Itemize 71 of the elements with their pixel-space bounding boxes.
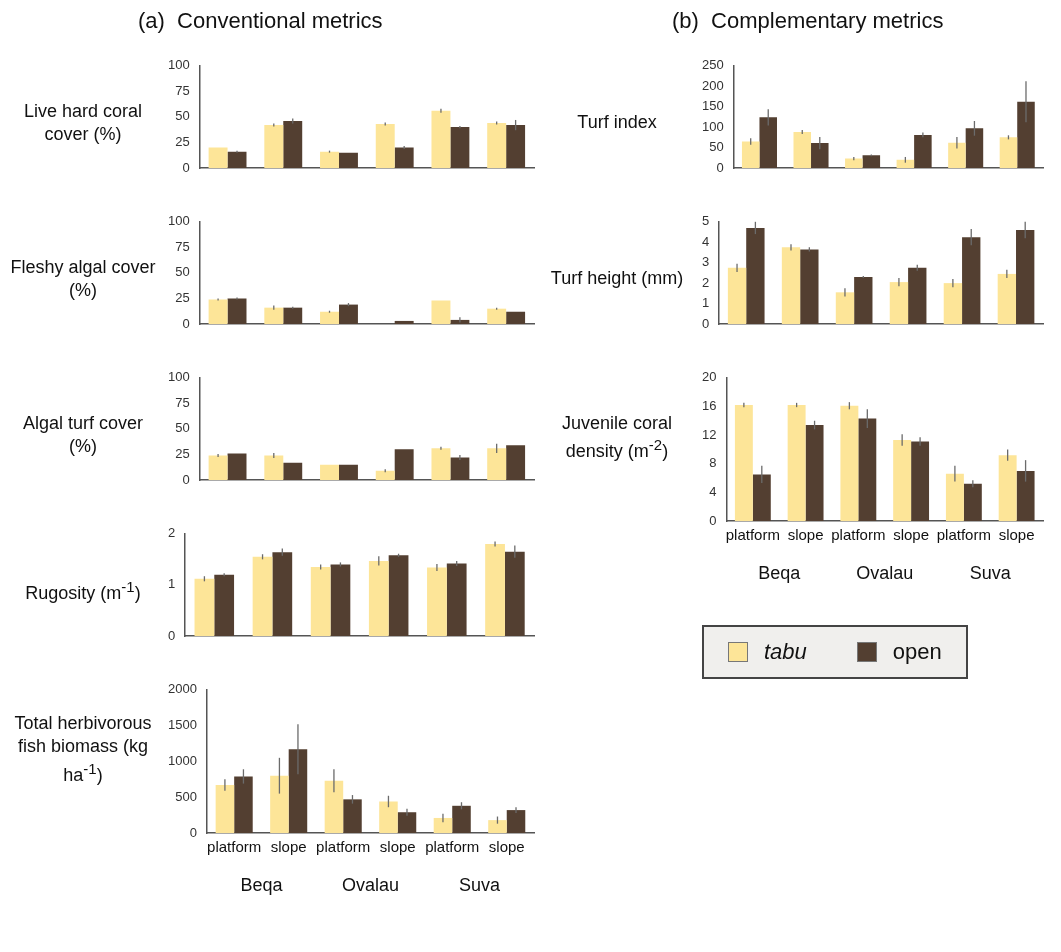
y-tick-label: 75 xyxy=(175,82,190,98)
x-tick-label: slope xyxy=(379,838,416,856)
y-tick-label: 250 xyxy=(701,57,724,73)
y-tick-label: 16 xyxy=(701,398,717,414)
x-tick-label: slope xyxy=(488,838,525,856)
y-tick-label: 100 xyxy=(167,213,190,229)
y-axis-title: Turf height (mm) xyxy=(550,267,684,291)
y-tick-label: 0 xyxy=(182,315,190,331)
x-tick-label: slope xyxy=(787,526,824,544)
y-axis-title: Rugosity (m$^{-1}$) xyxy=(25,576,141,605)
y-tick-label: 100 xyxy=(701,118,724,134)
y-tick-label: 5 xyxy=(702,213,710,229)
y-tick-label: 100 xyxy=(167,57,190,73)
y-tick-label: 0 xyxy=(189,824,197,840)
y-tick-label: 1 xyxy=(168,576,176,592)
y-tick-label: 4 xyxy=(709,483,717,499)
y-axis-title: Fleshy algal cover (%) xyxy=(9,255,157,302)
x-tick-label: platform xyxy=(207,838,262,856)
y-tick-label: 3 xyxy=(702,254,710,270)
y-axis-title: Juvenile coral density (m$^{-2}$) xyxy=(560,411,674,463)
text: Ovalau xyxy=(856,562,914,583)
y-tick-label: 75 xyxy=(175,238,190,254)
y-axis-title: Live hard coral cover (%) xyxy=(22,99,144,146)
y-tick-label: 2000 xyxy=(168,681,197,697)
y-tick-label: 0 xyxy=(168,627,176,643)
y-tick-label: 25 xyxy=(175,134,190,150)
y-tick-label: 0 xyxy=(182,159,190,175)
text: Beqa xyxy=(240,874,284,895)
legend-label: tabu xyxy=(764,639,807,665)
y-tick-label: 25 xyxy=(175,446,190,462)
x-tick-label: slope xyxy=(998,526,1035,544)
y-tick-label: 50 xyxy=(709,139,724,155)
text: Ovalau xyxy=(341,874,399,895)
y-tick-label: 4 xyxy=(702,233,710,249)
x-tick-label: slope xyxy=(893,526,930,544)
y-tick-label: 1 xyxy=(702,295,710,311)
y-tick-label: 150 xyxy=(701,98,724,114)
text: Suva xyxy=(458,874,501,895)
y-tick-label: 0 xyxy=(182,471,190,487)
text: Beqa xyxy=(758,562,802,583)
y-tick-label: 12 xyxy=(701,426,717,442)
y-axis-title: Turf index xyxy=(577,111,657,135)
y-tick-label: 50 xyxy=(175,420,190,436)
y-tick-label: 1000 xyxy=(168,752,197,768)
y-tick-label: 75 xyxy=(175,394,190,410)
x-tick-label: platform xyxy=(831,526,886,544)
chart-title: (b) Complementary metrics xyxy=(671,8,945,35)
x-tick-label: platform xyxy=(936,526,991,544)
y-tick-label: 50 xyxy=(175,264,190,280)
x-tick-label: platform xyxy=(316,838,371,856)
y-tick-label: 500 xyxy=(175,788,197,804)
y-tick-label: 0 xyxy=(702,315,710,331)
y-tick-label: 0 xyxy=(709,512,717,528)
x-tick-label: platform xyxy=(425,838,480,856)
y-tick-label: 25 xyxy=(175,290,190,306)
y-tick-label: 200 xyxy=(701,77,724,93)
y-axis-title: Algal turf cover (%) xyxy=(21,411,145,458)
y-axis-title: Total herbivorous fish biomass (kg ha$^{-1}$) xyxy=(13,711,153,787)
y-tick-label: 50 xyxy=(175,108,190,124)
y-tick-label: 2 xyxy=(168,525,176,541)
y-tick-label: 2 xyxy=(702,274,710,290)
text: Suva xyxy=(969,562,1012,583)
chart-title: (a) Conventional metrics xyxy=(137,8,384,35)
y-tick-label: 8 xyxy=(709,455,717,471)
y-tick-label: 0 xyxy=(716,159,724,175)
y-tick-label: 100 xyxy=(167,369,190,385)
y-tick-label: 1500 xyxy=(168,717,197,733)
legend-label: open xyxy=(892,639,942,665)
y-tick-label: 20 xyxy=(701,369,717,385)
x-tick-label: platform xyxy=(725,526,780,544)
x-tick-label: slope xyxy=(270,838,307,856)
